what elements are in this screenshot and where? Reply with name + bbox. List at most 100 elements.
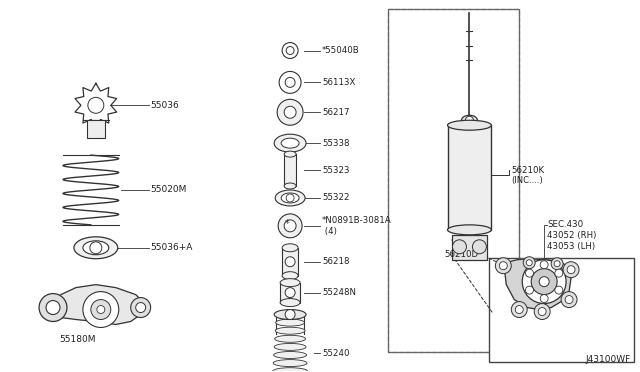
Text: J43100WF: J43100WF bbox=[586, 355, 631, 364]
Circle shape bbox=[284, 106, 296, 118]
Ellipse shape bbox=[273, 360, 307, 366]
Circle shape bbox=[554, 261, 560, 267]
Ellipse shape bbox=[273, 368, 308, 372]
Text: SEC.430: SEC.430 bbox=[547, 220, 583, 230]
Ellipse shape bbox=[274, 343, 306, 350]
Circle shape bbox=[524, 257, 535, 269]
Text: 56218: 56218 bbox=[322, 257, 349, 266]
Circle shape bbox=[472, 240, 486, 254]
Ellipse shape bbox=[284, 151, 296, 157]
Ellipse shape bbox=[274, 134, 306, 152]
Bar bbox=[451, 235, 488, 260]
Ellipse shape bbox=[276, 319, 305, 326]
Text: 55338: 55338 bbox=[322, 139, 349, 148]
Bar bbox=[87, 120, 105, 138]
Bar bbox=[388, 9, 519, 352]
Text: 56210D: 56210D bbox=[445, 250, 479, 259]
Ellipse shape bbox=[274, 352, 307, 359]
Circle shape bbox=[452, 240, 467, 254]
Ellipse shape bbox=[275, 327, 305, 334]
Circle shape bbox=[538, 308, 546, 315]
Text: 56210K: 56210K bbox=[511, 166, 545, 174]
Ellipse shape bbox=[284, 183, 296, 189]
Circle shape bbox=[525, 269, 534, 277]
Circle shape bbox=[279, 71, 301, 93]
Circle shape bbox=[91, 299, 111, 320]
Circle shape bbox=[531, 269, 557, 295]
Circle shape bbox=[555, 269, 563, 277]
Ellipse shape bbox=[282, 272, 298, 280]
Circle shape bbox=[561, 292, 577, 308]
Circle shape bbox=[83, 292, 119, 327]
Ellipse shape bbox=[275, 335, 305, 342]
Circle shape bbox=[131, 298, 150, 318]
Circle shape bbox=[277, 99, 303, 125]
Ellipse shape bbox=[74, 237, 118, 259]
Circle shape bbox=[565, 296, 573, 304]
Circle shape bbox=[525, 286, 534, 294]
Ellipse shape bbox=[282, 244, 298, 252]
Circle shape bbox=[465, 116, 474, 124]
Circle shape bbox=[534, 304, 550, 320]
Circle shape bbox=[526, 260, 532, 266]
Circle shape bbox=[495, 258, 511, 274]
Ellipse shape bbox=[461, 115, 477, 125]
Circle shape bbox=[282, 42, 298, 58]
Ellipse shape bbox=[276, 311, 304, 318]
Text: 56113X: 56113X bbox=[322, 78, 355, 87]
Circle shape bbox=[285, 77, 295, 87]
Ellipse shape bbox=[280, 279, 300, 286]
Bar bbox=[447, 125, 492, 230]
Circle shape bbox=[285, 288, 295, 298]
Circle shape bbox=[563, 262, 579, 278]
Bar bbox=[388, 9, 519, 352]
Circle shape bbox=[278, 214, 302, 238]
Circle shape bbox=[551, 258, 563, 270]
Text: 55020M: 55020M bbox=[150, 186, 187, 195]
Circle shape bbox=[539, 277, 549, 286]
Text: *: * bbox=[285, 219, 289, 229]
Ellipse shape bbox=[274, 310, 306, 320]
Circle shape bbox=[39, 294, 67, 321]
Bar bbox=[490, 258, 634, 362]
Bar bbox=[284, 154, 296, 186]
Text: *N0891B-3081A
 (4): *N0891B-3081A (4) bbox=[322, 216, 392, 236]
Circle shape bbox=[90, 242, 102, 254]
Circle shape bbox=[286, 194, 294, 202]
Circle shape bbox=[136, 302, 146, 312]
Circle shape bbox=[97, 305, 105, 314]
Circle shape bbox=[522, 260, 566, 304]
Text: 56217: 56217 bbox=[322, 108, 349, 117]
Polygon shape bbox=[504, 259, 571, 310]
Circle shape bbox=[555, 286, 563, 294]
Ellipse shape bbox=[281, 193, 299, 203]
Text: *55040B: *55040B bbox=[322, 46, 360, 55]
Ellipse shape bbox=[447, 120, 492, 130]
Circle shape bbox=[540, 295, 548, 302]
Circle shape bbox=[540, 261, 548, 269]
Circle shape bbox=[285, 310, 295, 320]
Text: 55180M: 55180M bbox=[59, 335, 95, 344]
Bar bbox=[282, 248, 298, 276]
Circle shape bbox=[567, 266, 575, 274]
Ellipse shape bbox=[281, 138, 299, 148]
Polygon shape bbox=[46, 285, 146, 324]
Circle shape bbox=[286, 46, 294, 54]
Bar bbox=[280, 283, 300, 302]
Circle shape bbox=[499, 262, 508, 270]
Ellipse shape bbox=[275, 190, 305, 206]
Text: 55248N: 55248N bbox=[322, 288, 356, 297]
Circle shape bbox=[46, 301, 60, 314]
Circle shape bbox=[515, 305, 524, 314]
Text: 43053 (LH): 43053 (LH) bbox=[547, 242, 595, 251]
Ellipse shape bbox=[280, 299, 300, 307]
Ellipse shape bbox=[83, 241, 109, 255]
Text: 55036+A: 55036+A bbox=[150, 243, 193, 252]
Circle shape bbox=[284, 220, 296, 232]
Text: 43052 (RH): 43052 (RH) bbox=[547, 231, 596, 240]
Circle shape bbox=[511, 302, 527, 318]
Text: 55323: 55323 bbox=[322, 166, 349, 174]
Ellipse shape bbox=[447, 225, 492, 235]
Text: (INC....): (INC....) bbox=[511, 176, 543, 185]
Text: 55322: 55322 bbox=[322, 193, 349, 202]
